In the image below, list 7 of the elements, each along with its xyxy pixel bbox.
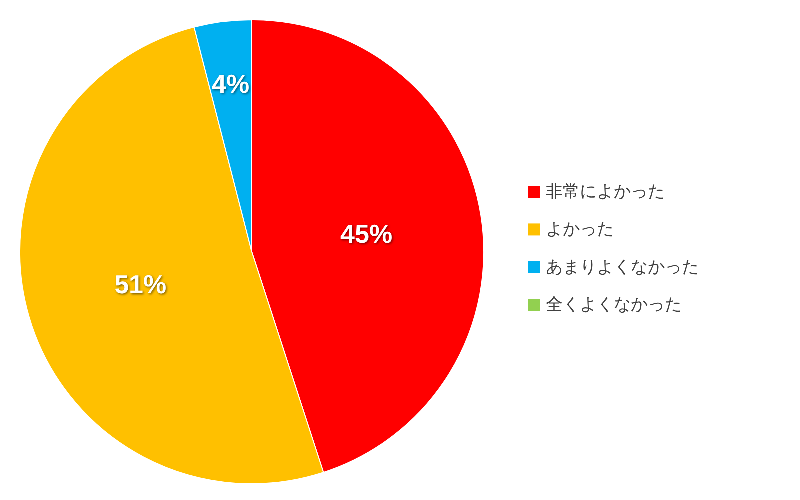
data-label: 45% (340, 218, 393, 249)
legend-label: よかった (546, 220, 614, 240)
data-label: 4% (212, 68, 250, 99)
legend-label: 非常によかった (546, 182, 665, 202)
legend-label: 全くよくなかった (546, 295, 682, 316)
data-label: 51% (114, 269, 167, 300)
legend-label: あまりよくなかった (546, 257, 699, 278)
